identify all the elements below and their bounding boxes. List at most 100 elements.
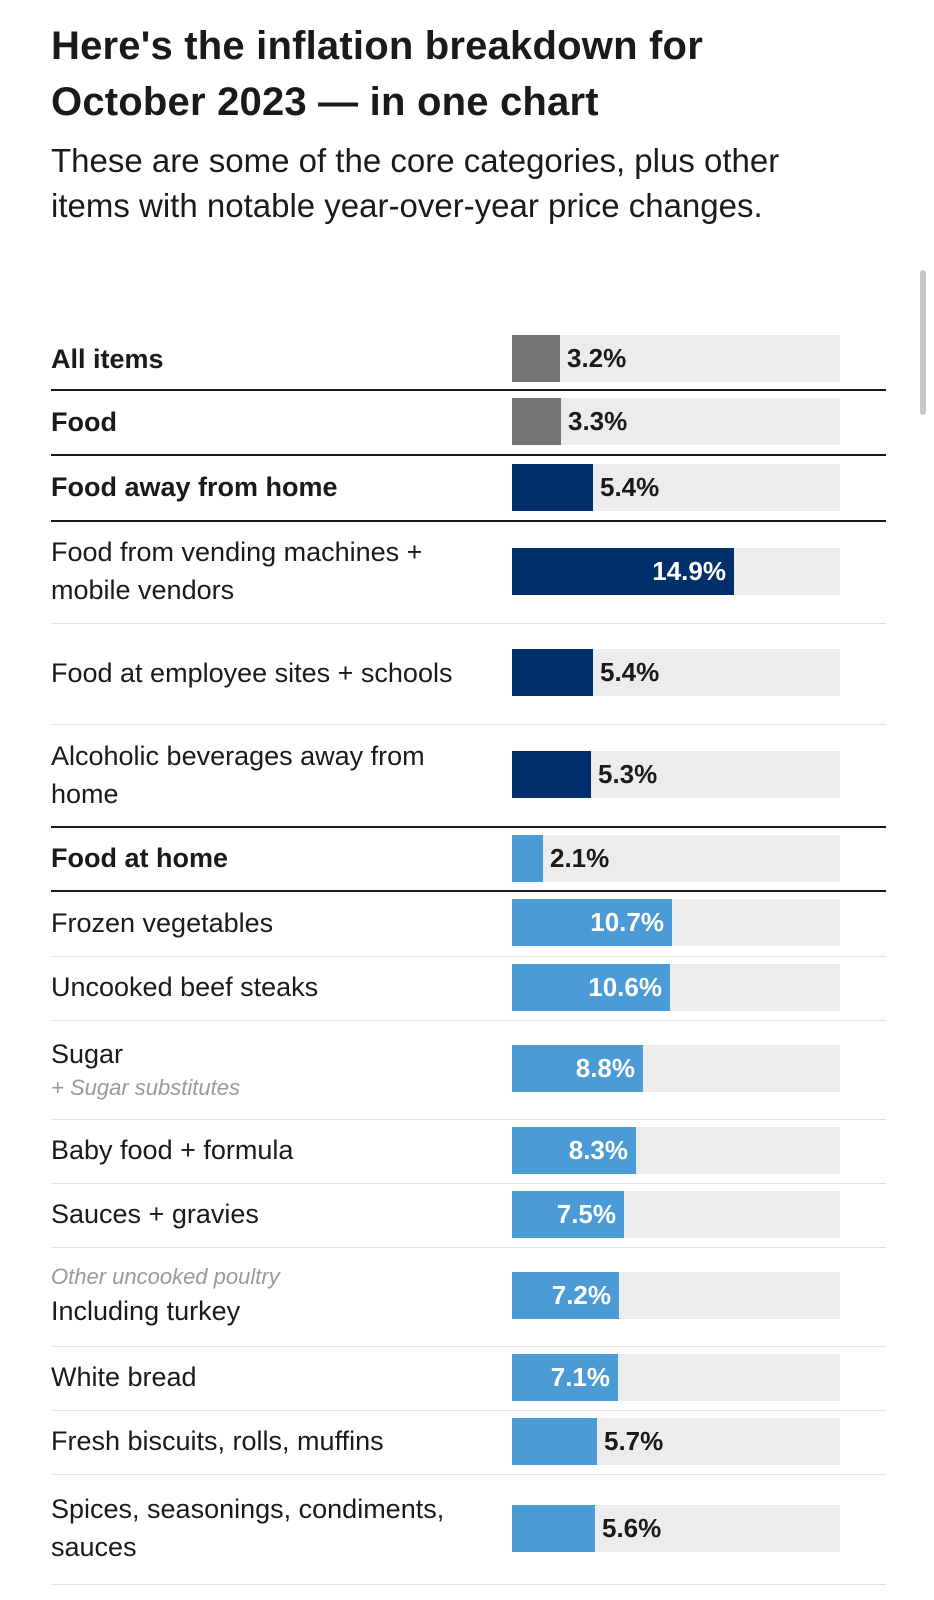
bar bbox=[512, 398, 561, 445]
row-divider bbox=[51, 389, 886, 391]
row-label: White bread bbox=[51, 1358, 471, 1396]
scrollbar[interactable] bbox=[920, 270, 926, 415]
row-label: Food at employee sites + schools bbox=[51, 654, 471, 692]
row-label: All items bbox=[51, 340, 471, 378]
bar-value-label: 5.7% bbox=[604, 1426, 664, 1456]
row-divider bbox=[51, 1410, 886, 1411]
row-label-text: Baby food + formula bbox=[51, 1135, 294, 1165]
row-label-text: Alcoholic beverages away from home bbox=[51, 741, 425, 809]
row-note: Other uncooked poultry bbox=[51, 1264, 280, 1289]
bar-value-label: 10.7% bbox=[590, 907, 664, 937]
row-label-text: Fresh biscuits, rolls, muffins bbox=[51, 1426, 384, 1456]
bar-value-label: 10.6% bbox=[588, 972, 662, 1002]
bar-track: 7.1% bbox=[512, 1354, 840, 1401]
row-divider bbox=[51, 1584, 886, 1585]
bar-value-label: 8.8% bbox=[575, 1053, 635, 1083]
bar bbox=[512, 751, 591, 798]
bar-value-label: 14.9% bbox=[652, 556, 726, 586]
row-divider bbox=[51, 1247, 886, 1248]
bar bbox=[512, 1191, 624, 1238]
row-label-text: All items bbox=[51, 344, 164, 374]
bar-value-label: 7.2% bbox=[551, 1280, 611, 1310]
row-label: Fresh biscuits, rolls, muffins bbox=[51, 1422, 471, 1460]
row-divider bbox=[51, 1474, 886, 1475]
row-label: Uncooked beef steaks bbox=[51, 968, 471, 1006]
row-label: Spices, seasonings, condiments, sauces bbox=[51, 1490, 471, 1566]
bar bbox=[512, 649, 593, 696]
bar-value-label: 2.1% bbox=[550, 843, 610, 873]
chart-row: Food at employee sites + schools 5.4% bbox=[51, 624, 886, 725]
chart-row: White bread 7.1% bbox=[51, 1347, 886, 1411]
chart-subtitle: These are some of the core categories, p… bbox=[51, 142, 780, 224]
row-divider bbox=[51, 826, 886, 828]
bar-value-label: 5.3% bbox=[598, 759, 658, 789]
bar-track: 7.5% bbox=[512, 1191, 840, 1238]
bar-value-label: 5.4% bbox=[600, 472, 660, 502]
bar-track: 5.4% bbox=[512, 464, 840, 511]
bar bbox=[512, 335, 560, 382]
row-label: Food bbox=[51, 403, 471, 441]
row-label: Frozen vegetables bbox=[51, 904, 471, 942]
row-divider bbox=[51, 454, 886, 456]
bar-value-label: 5.4% bbox=[600, 657, 660, 687]
row-label: Food at home bbox=[51, 839, 471, 877]
row-label: Sauces + gravies bbox=[51, 1195, 471, 1233]
row-label-text: Spices, seasonings, condiments, sauces bbox=[51, 1494, 445, 1562]
chart-row: Sugar + Sugar substitutes 8.8% bbox=[51, 1021, 886, 1120]
bar-track: 10.7% bbox=[512, 899, 840, 946]
row-label: Baby food + formula bbox=[51, 1131, 471, 1169]
chart-row: Food from vending machines + mobile vend… bbox=[51, 522, 886, 624]
row-label: Sugar + Sugar substitutes bbox=[51, 1035, 471, 1103]
row-label-text: Uncooked beef steaks bbox=[51, 972, 319, 1002]
row-label-text: Food at employee sites + schools bbox=[51, 658, 453, 688]
row-divider bbox=[51, 890, 886, 892]
bar-track: 10.6% bbox=[512, 964, 840, 1011]
bar-track: 2.1% bbox=[512, 835, 840, 882]
bar-value-label: 5.6% bbox=[602, 1513, 662, 1543]
row-label: Other uncooked poultry Including turkey bbox=[51, 1262, 471, 1330]
bar bbox=[512, 1045, 643, 1092]
bar bbox=[512, 548, 734, 595]
chart-row: Food 3.3% bbox=[51, 391, 886, 456]
bar-track: 5.3% bbox=[512, 751, 840, 798]
bar-value-label: 7.1% bbox=[550, 1362, 610, 1392]
bar-value-label: 7.5% bbox=[556, 1199, 616, 1229]
row-label-text: White bread bbox=[51, 1362, 197, 1392]
row-divider bbox=[51, 1119, 886, 1120]
row-label: Alcoholic beverages away from home bbox=[51, 737, 471, 813]
bar bbox=[512, 1127, 636, 1174]
row-label: Food away from home bbox=[51, 468, 471, 506]
row-label-text: Sugar bbox=[51, 1039, 124, 1069]
chart-row: Fresh biscuits, rolls, muffins 5.7% bbox=[51, 1411, 886, 1475]
row-divider bbox=[51, 1183, 886, 1184]
bar-value-label: 3.2% bbox=[567, 343, 627, 373]
chart-row: Other uncooked poultry Including turkey 7.… bbox=[51, 1248, 886, 1347]
chart-row: Sauces + gravies 7.5% bbox=[51, 1184, 886, 1248]
bar bbox=[512, 964, 670, 1011]
row-divider bbox=[51, 1346, 886, 1347]
bar bbox=[512, 1354, 618, 1401]
bar-track: 8.8% bbox=[512, 1045, 840, 1092]
row-label-text: Food bbox=[51, 407, 117, 437]
row-label-text: Sauces + gravies bbox=[51, 1199, 259, 1229]
chart-row: Uncooked beef steaks 10.6% bbox=[51, 957, 886, 1021]
chart-row: Spices, seasonings, condiments, sauces 5.… bbox=[51, 1475, 886, 1585]
bar-track: 5.6% bbox=[512, 1505, 840, 1552]
row-label-text: Food away from home bbox=[51, 472, 338, 502]
chart-row: Frozen vegetables 10.7% bbox=[51, 892, 886, 957]
bar-track: 8.3% bbox=[512, 1127, 840, 1174]
bar bbox=[512, 1418, 597, 1465]
bar-value-label: 8.3% bbox=[568, 1135, 628, 1165]
bar-value-label: 3.3% bbox=[568, 406, 628, 436]
chart-row: Food at home 2.1% bbox=[51, 828, 886, 892]
row-label-text: Food at home bbox=[51, 843, 228, 873]
bar-track: 3.3% bbox=[512, 398, 840, 445]
row-label-text: Food from vending machines + mobile vend… bbox=[51, 537, 423, 605]
row-divider bbox=[51, 724, 886, 725]
bar-track: 5.7% bbox=[512, 1418, 840, 1465]
bar bbox=[512, 899, 672, 946]
row-divider bbox=[51, 623, 886, 624]
bar-track: 7.2% bbox=[512, 1272, 840, 1319]
bar-track: 5.4% bbox=[512, 649, 840, 696]
row-divider bbox=[51, 956, 886, 957]
